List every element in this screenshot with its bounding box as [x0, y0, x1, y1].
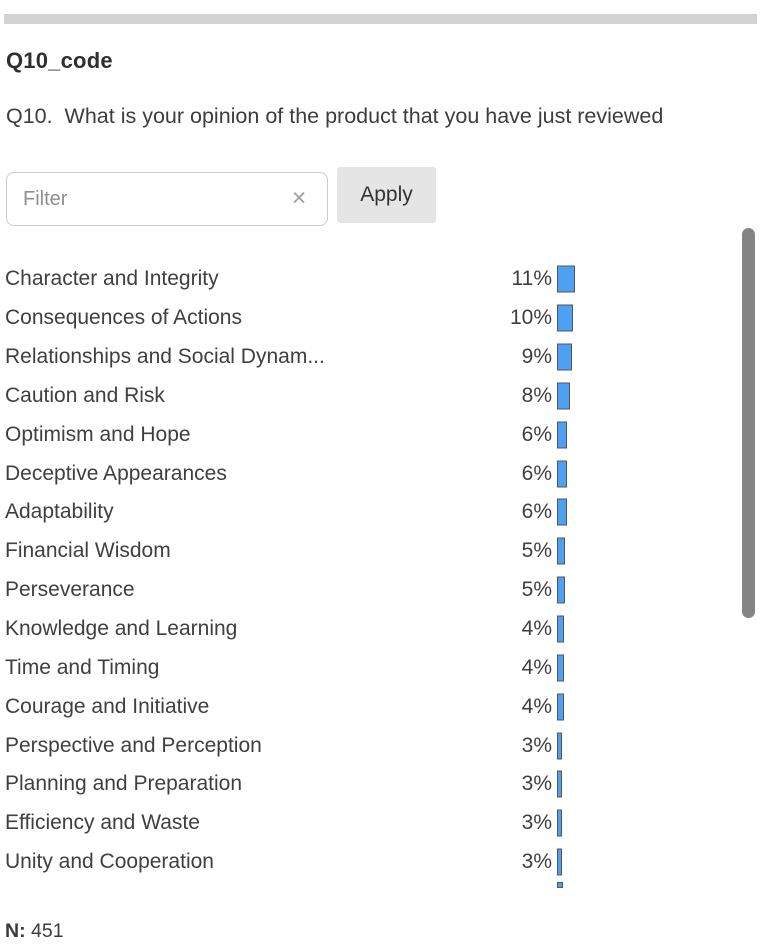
filter-input[interactable]	[7, 173, 327, 225]
category-label: Caution and Risk	[5, 383, 165, 407]
category-row[interactable]: Time and Timing 4%	[0, 648, 760, 687]
category-bar	[557, 693, 564, 721]
category-bar	[557, 537, 565, 565]
category-percent: 9%	[521, 345, 552, 369]
category-percent: 11%	[511, 267, 552, 291]
category-percent: 5%	[521, 578, 552, 602]
category-row[interactable]: Perspective and Perception 3%	[0, 726, 760, 765]
category-bar	[557, 304, 573, 332]
base-size: N: 451	[5, 920, 64, 943]
category-percent: 8%	[521, 383, 552, 407]
category-label: Deceptive Appearances	[5, 461, 227, 485]
category-row[interactable]: Courage and Initiative 4%	[0, 687, 760, 726]
category-bar	[557, 460, 567, 488]
category-row-clipped	[0, 881, 760, 889]
category-label: Knowledge and Learning	[5, 617, 238, 641]
category-bar	[557, 848, 562, 876]
category-list: Character and Integrity 11% Consequences o…	[0, 260, 760, 888]
category-percent: 3%	[521, 850, 552, 874]
category-bar	[557, 498, 567, 526]
category-percent: 6%	[521, 461, 552, 485]
category-bar	[557, 421, 567, 449]
category-label: Perseverance	[5, 578, 135, 602]
category-row[interactable]: Caution and Risk 8%	[0, 377, 760, 416]
category-bar	[557, 343, 572, 371]
category-bar	[557, 265, 575, 293]
category-percent: 6%	[521, 500, 552, 524]
category-row[interactable]: Unity and Cooperation 3%	[0, 843, 760, 882]
category-percent: 4%	[521, 694, 552, 718]
category-bar	[557, 654, 564, 682]
category-percent: 3%	[521, 733, 552, 757]
category-percent: 6%	[521, 422, 552, 446]
category-bar	[557, 809, 562, 837]
filter-input-container: ✕	[6, 172, 328, 226]
category-label: Character and Integrity	[5, 267, 219, 291]
category-row[interactable]: Optimism and Hope 6%	[0, 415, 760, 454]
category-row[interactable]: Perseverance 5%	[0, 571, 760, 610]
category-row[interactable]: Relationships and Social Dynam... 9%	[0, 338, 760, 377]
category-label: Efficiency and Waste	[5, 811, 200, 835]
n-value: 451	[31, 920, 64, 942]
category-row[interactable]: Financial Wisdom 5%	[0, 532, 760, 571]
category-label: Relationships and Social Dynam...	[5, 345, 325, 369]
apply-button[interactable]: Apply	[337, 167, 436, 223]
category-row[interactable]: Consequences of Actions 10%	[0, 299, 760, 338]
category-percent: 5%	[521, 539, 552, 563]
category-label: Planning and Preparation	[5, 772, 243, 796]
category-label: Adaptability	[5, 500, 114, 524]
category-row[interactable]: Character and Integrity 11%	[0, 260, 760, 299]
variable-name-title: Q10_code	[6, 48, 113, 73]
clear-filter-icon[interactable]: ✕	[291, 188, 307, 210]
category-bar	[557, 382, 570, 410]
category-label: Optimism and Hope	[5, 422, 191, 446]
category-percent: 3%	[521, 811, 552, 835]
category-bar	[557, 576, 565, 604]
category-label: Consequences of Actions	[5, 306, 242, 330]
category-percent: 10%	[509, 306, 552, 330]
category-row[interactable]: Planning and Preparation 3%	[0, 765, 760, 804]
category-bar	[557, 770, 562, 798]
category-label: Unity and Cooperation	[5, 850, 214, 874]
category-percent: 4%	[521, 655, 552, 679]
category-row[interactable]: Efficiency and Waste 3%	[0, 804, 760, 843]
category-bar	[557, 732, 562, 760]
category-label: Time and Timing	[5, 655, 160, 679]
question-text: Q10. What is your opinion of the product…	[6, 104, 664, 128]
horizontal-scrollbar[interactable]	[4, 14, 757, 24]
category-percent: 3%	[521, 772, 552, 796]
category-row[interactable]: Adaptability 6%	[0, 493, 760, 532]
vertical-scrollbar[interactable]	[742, 228, 755, 618]
category-label: Perspective and Perception	[5, 733, 262, 757]
category-row[interactable]: Knowledge and Learning 4%	[0, 610, 760, 649]
category-bar	[557, 615, 564, 643]
category-label: Financial Wisdom	[5, 539, 171, 563]
category-bar	[557, 881, 563, 888]
category-percent: 4%	[521, 617, 552, 641]
category-row[interactable]: Deceptive Appearances 6%	[0, 454, 760, 493]
category-label: Courage and Initiative	[5, 694, 210, 718]
n-label: N:	[5, 920, 26, 942]
